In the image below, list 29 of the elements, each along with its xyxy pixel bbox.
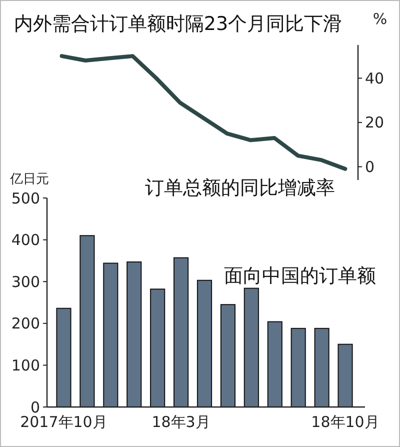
- bar: [314, 328, 330, 408]
- bar: [267, 321, 282, 408]
- bar: [338, 344, 353, 408]
- bar: [56, 308, 72, 408]
- y-tick-label: 500: [11, 189, 40, 208]
- bar: [220, 304, 236, 408]
- y-tick-label: 0: [365, 158, 375, 176]
- x-tick-label: 18年3月: [152, 413, 210, 431]
- x-tick-label: 18年10月: [311, 413, 380, 431]
- annotation: 订单总额的同比增减率: [145, 177, 335, 199]
- y-axis-title: 亿日元: [9, 172, 49, 187]
- y-axis-title: %: [372, 10, 388, 28]
- bar: [174, 257, 189, 408]
- chart-title: 内外需合计订单额时隔23个月同比下滑: [14, 13, 342, 35]
- annotation: 面向中国的订单额: [224, 265, 376, 287]
- bar: [196, 280, 212, 408]
- bar: [103, 262, 118, 408]
- bar: [290, 328, 306, 408]
- bar: [80, 235, 95, 408]
- y-tick-label: 400: [11, 231, 40, 250]
- y-tick-label: 200: [11, 314, 40, 333]
- y-tick-label: 20: [365, 114, 384, 132]
- y-tick-label: 100: [11, 356, 40, 374]
- bar: [126, 261, 142, 408]
- y-tick-label: 40: [365, 69, 384, 88]
- bar: [150, 288, 166, 408]
- line-series: [60, 54, 348, 171]
- bar: [244, 288, 259, 408]
- y-tick-label: 300: [11, 272, 40, 291]
